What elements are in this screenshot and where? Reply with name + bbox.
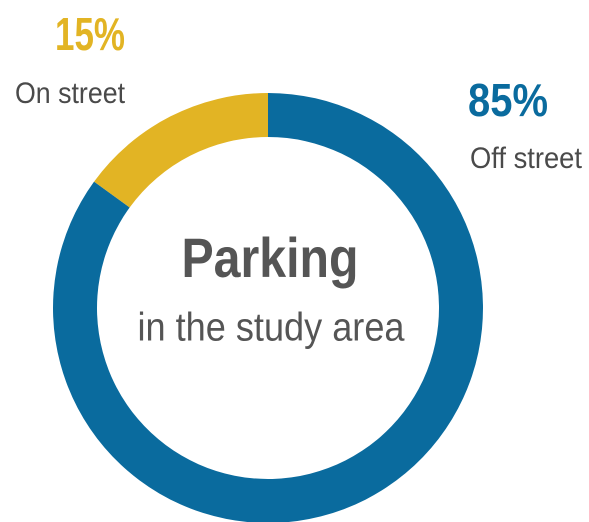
category-label: Off street (470, 142, 583, 175)
value-label: 85% (468, 74, 548, 126)
category-label: On street (15, 77, 126, 110)
chart-subtitle: in the study area (138, 306, 406, 350)
chart-title: Parking (182, 226, 359, 289)
donut-slice (94, 93, 269, 208)
value-label: 15% (55, 8, 125, 60)
